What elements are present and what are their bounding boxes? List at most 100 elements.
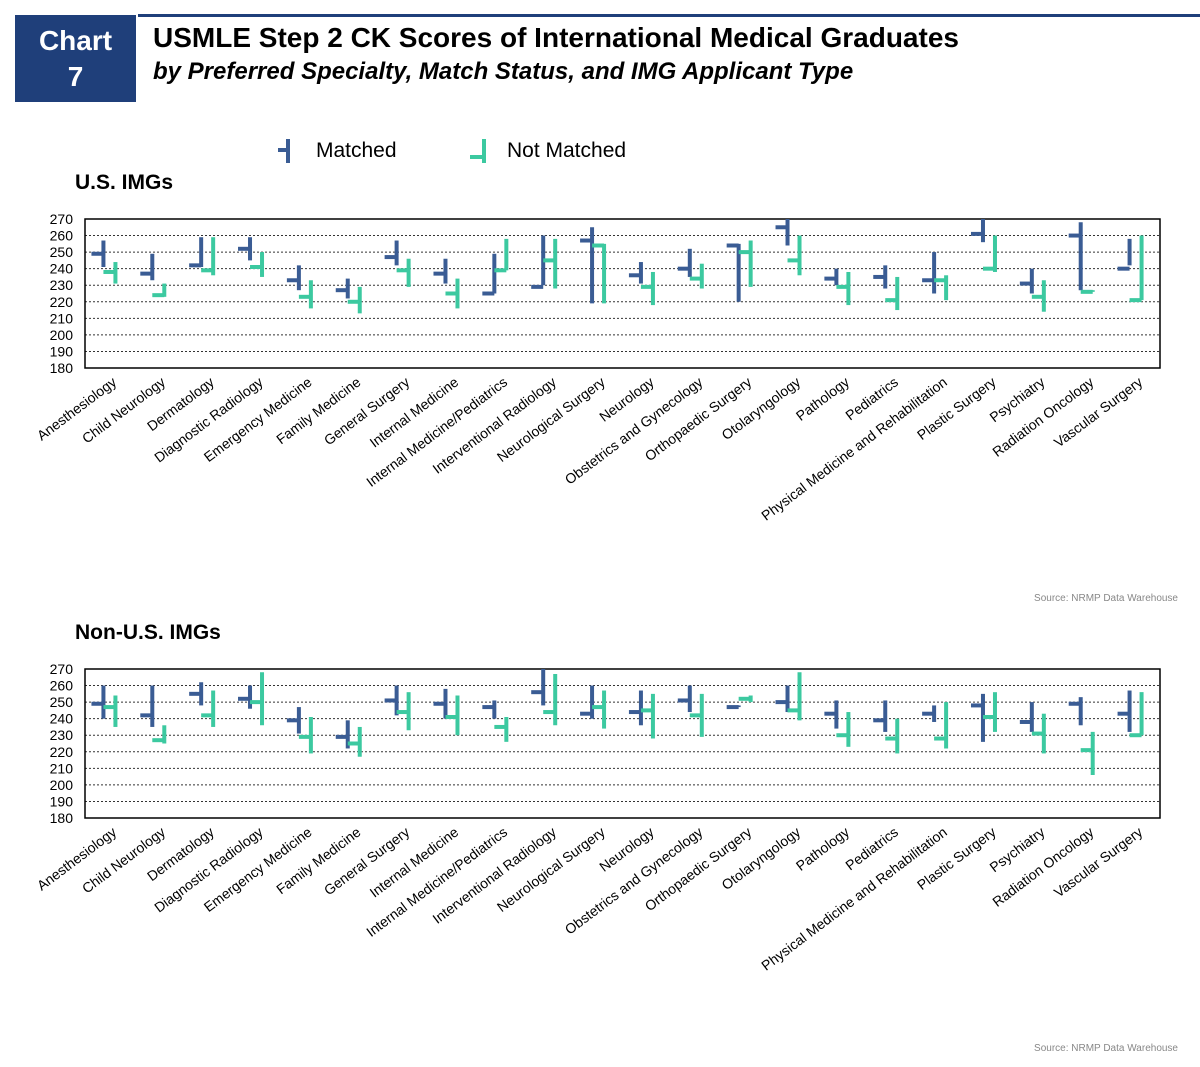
range-mark bbox=[91, 240, 106, 268]
y-tick-label: 180 bbox=[50, 360, 74, 376]
range-mark bbox=[482, 700, 497, 719]
range-mark bbox=[335, 720, 350, 749]
range-mark bbox=[982, 235, 997, 272]
range-mark bbox=[298, 280, 313, 309]
range-mark bbox=[689, 693, 704, 737]
y-tick-label: 230 bbox=[50, 277, 74, 293]
range-mark bbox=[103, 262, 118, 284]
range-mark bbox=[298, 717, 313, 754]
range-mark bbox=[286, 265, 301, 291]
y-tick-label: 190 bbox=[50, 343, 74, 359]
range-mark bbox=[91, 685, 106, 719]
range-mark bbox=[1031, 280, 1046, 312]
range-mark bbox=[140, 253, 155, 281]
y-tick-label: 240 bbox=[50, 711, 74, 727]
chart-title: U.S. IMGs bbox=[75, 171, 173, 194]
y-tick-label: 270 bbox=[50, 661, 74, 677]
range-mark bbox=[824, 700, 839, 729]
range-mark bbox=[726, 705, 741, 710]
y-tick-label: 210 bbox=[50, 760, 74, 776]
range-mark bbox=[873, 265, 888, 289]
plot-area bbox=[84, 668, 1161, 819]
range-mark bbox=[531, 669, 546, 706]
range-mark bbox=[922, 705, 937, 722]
range-mark bbox=[347, 286, 362, 314]
range-mark bbox=[433, 258, 448, 284]
legend-not-matched-label: Not Matched bbox=[507, 139, 626, 162]
range-mark bbox=[238, 237, 253, 261]
y-tick-label: 210 bbox=[50, 310, 74, 326]
y-tick-label: 250 bbox=[50, 694, 74, 710]
range-mark bbox=[775, 685, 790, 713]
x-tick-label: Vascular Surgery bbox=[1051, 824, 1146, 901]
range-mark bbox=[201, 237, 216, 276]
range-mark bbox=[543, 673, 558, 726]
range-mark bbox=[836, 271, 851, 306]
range-mark bbox=[580, 227, 595, 304]
legend-item-not-matched: Not Matched bbox=[470, 139, 626, 163]
range-mark bbox=[1117, 238, 1132, 271]
x-tick-label: Child Neurology bbox=[79, 824, 168, 897]
range-mark bbox=[580, 685, 595, 719]
legend-matched-marker bbox=[278, 139, 290, 163]
range-mark bbox=[885, 276, 900, 311]
range-mark bbox=[726, 243, 741, 302]
range-mark bbox=[738, 240, 753, 287]
range-mark bbox=[494, 238, 509, 273]
range-mark bbox=[531, 235, 546, 289]
x-tick-label: Family Medicine bbox=[273, 373, 364, 447]
x-tick-label: Pathology bbox=[793, 374, 852, 424]
chart-number-badge: Chart 7 bbox=[15, 15, 136, 102]
y-tick-label: 220 bbox=[50, 744, 74, 760]
range-mark bbox=[1117, 690, 1132, 732]
range-mark bbox=[250, 252, 265, 277]
x-tick-label: Anesthesiology bbox=[34, 824, 119, 894]
range-mark bbox=[1068, 697, 1083, 726]
y-tick-label: 240 bbox=[50, 261, 74, 277]
range-mark bbox=[934, 275, 949, 301]
range-mark bbox=[152, 283, 167, 298]
range-mark bbox=[1031, 713, 1046, 754]
range-mark bbox=[592, 243, 607, 304]
page-title: USMLE Step 2 CK Scores of International … bbox=[153, 22, 959, 53]
range-mark bbox=[1019, 702, 1034, 732]
chart-number-label: Chart bbox=[38, 25, 113, 56]
legend-matched-label: Matched bbox=[316, 139, 397, 162]
range-mark bbox=[982, 692, 997, 732]
plot-area bbox=[84, 218, 1161, 369]
source-note: Source: NRMP Data Warehouse bbox=[1034, 593, 1178, 604]
chart-non-us-imgs: Non-U.S. IMGs 180190200210220230240250260… bbox=[34, 621, 1179, 1054]
range-mark bbox=[103, 695, 118, 727]
range-mark bbox=[922, 252, 937, 294]
range-mark bbox=[836, 712, 851, 747]
range-mark bbox=[970, 219, 985, 243]
range-mark bbox=[433, 688, 448, 719]
chart-legend: Matched Not Matched bbox=[278, 139, 626, 163]
range-mark bbox=[250, 672, 265, 726]
y-tick-label: 270 bbox=[50, 211, 74, 227]
range-mark bbox=[384, 240, 399, 266]
range-mark bbox=[640, 271, 655, 306]
range-mark bbox=[152, 725, 167, 744]
range-mark bbox=[775, 219, 790, 246]
range-mark bbox=[140, 685, 155, 727]
range-mark bbox=[677, 248, 692, 277]
x-tick-label: Anesthesiology bbox=[34, 374, 119, 444]
range-mark bbox=[543, 238, 558, 289]
x-tick-label: Pathology bbox=[793, 824, 852, 874]
y-tick-label: 230 bbox=[50, 727, 74, 743]
range-mark bbox=[628, 262, 643, 284]
range-mark bbox=[1129, 235, 1144, 303]
range-mark bbox=[787, 235, 802, 276]
y-tick-label: 200 bbox=[50, 777, 74, 793]
y-tick-label: 260 bbox=[50, 228, 74, 244]
range-mark bbox=[445, 278, 460, 309]
range-mark bbox=[286, 707, 301, 734]
range-mark bbox=[592, 690, 607, 729]
chart-number: 7 bbox=[67, 61, 84, 92]
range-mark bbox=[396, 258, 411, 287]
y-tick-label: 220 bbox=[50, 294, 74, 310]
range-mark bbox=[824, 268, 839, 286]
range-mark bbox=[970, 693, 985, 742]
legend-item-matched: Matched bbox=[278, 139, 397, 163]
